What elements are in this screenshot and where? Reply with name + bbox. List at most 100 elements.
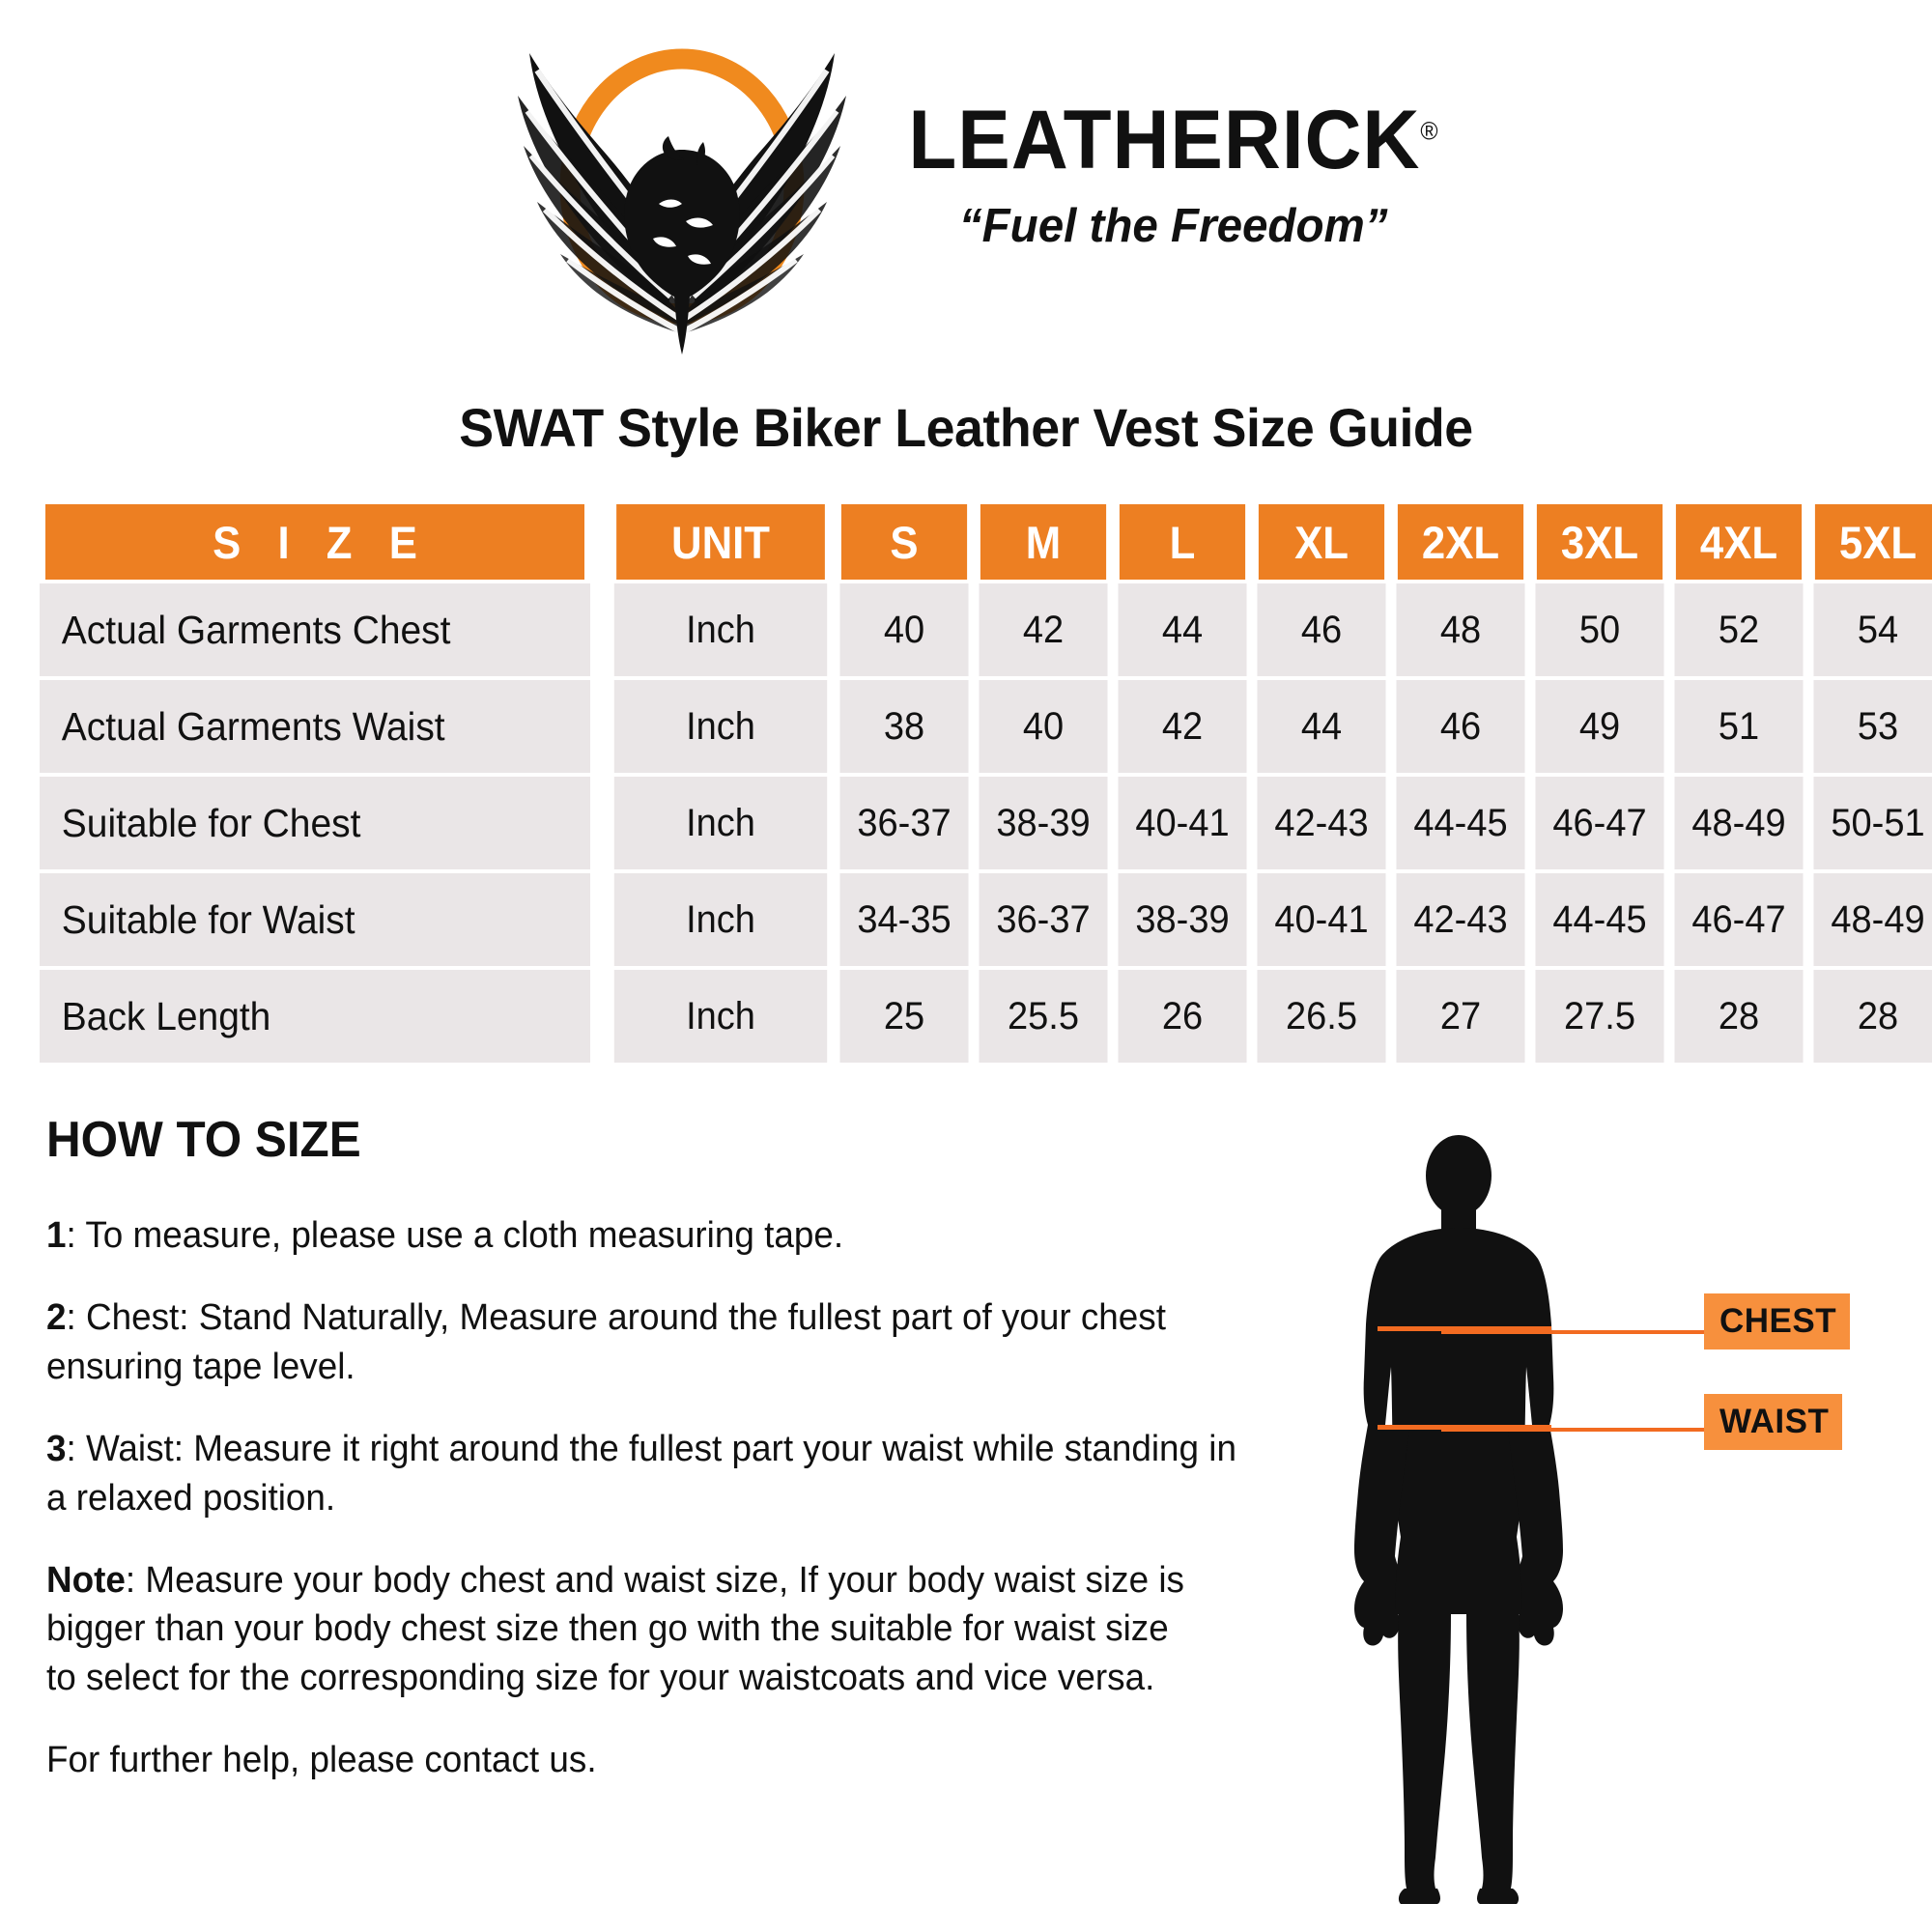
row-unit: Inch: [613, 583, 828, 676]
how-to-size-heading: HOW TO SIZE: [46, 1112, 361, 1168]
table-row: Suitable for Chest Inch 36-37 38-39 40-4…: [25, 777, 1932, 869]
chest-label-tag: CHEST: [1704, 1293, 1851, 1350]
cell-3xl: 49: [1535, 680, 1664, 773]
cell-5xl: 53: [1813, 680, 1932, 773]
how-to-size-section: HOW TO SIZE 1: To measure, please use a …: [46, 1111, 1293, 1818]
cell-2xl: 46: [1396, 680, 1525, 773]
row-unit: Inch: [613, 873, 828, 966]
page-title: SWAT Style Biker Leather Vest Size Guide: [459, 397, 1473, 458]
cell-2xl: 44-45: [1396, 777, 1525, 869]
chest-measure-line: [1378, 1326, 1551, 1331]
cell-xl: 42-43: [1257, 777, 1386, 869]
column-header-size: S I Z E: [45, 504, 584, 580]
column-header-xl: XL: [1258, 504, 1385, 580]
column-header-s: S: [840, 504, 968, 580]
cell-5xl: 28: [1813, 970, 1932, 1063]
step-1-lead: 1: [46, 1215, 67, 1256]
cell-3xl: 44-45: [1535, 873, 1664, 966]
step-3-text: : Waist: Measure it right around the ful…: [46, 1428, 1236, 1519]
cell-xl: 40-41: [1257, 873, 1386, 966]
table-row: Suitable for Waist Inch 34-35 36-37 38-3…: [25, 873, 1932, 966]
brand-text-block: LEATHERICK® “Fuel the Freedom”: [895, 99, 1452, 278]
cell-m: 40: [979, 680, 1108, 773]
step-1-text: : To measure, please use a cloth measuri…: [66, 1215, 844, 1256]
cell-m: 42: [979, 583, 1108, 676]
cell-2xl: 27: [1396, 970, 1525, 1063]
cell-l: 42: [1118, 680, 1247, 773]
brand-logo: [479, 14, 885, 362]
cell-4xl: 28: [1674, 970, 1804, 1063]
cell-xl: 46: [1257, 583, 1386, 676]
row-unit: Inch: [613, 777, 828, 869]
column-header-m: M: [980, 504, 1107, 580]
column-header-5xl: 5XL: [1814, 504, 1932, 580]
cell-m: 25.5: [979, 970, 1108, 1063]
note-lead: Note: [46, 1559, 126, 1601]
winged-dragon-emblem-icon: [518, 48, 847, 355]
cell-s: 40: [839, 583, 969, 676]
brand-tagline: “Fuel the Freedom”: [959, 200, 1388, 252]
cell-4xl: 48-49: [1674, 777, 1804, 869]
size-table-header: S I Z E UNIT S M L XL 2XL 3XL 4XL 5XL: [25, 504, 1932, 580]
table-row: Actual Garments Chest Inch 40 42 44 46 4…: [25, 583, 1932, 676]
cell-2xl: 48: [1396, 583, 1525, 676]
cell-3xl: 27.5: [1535, 970, 1664, 1063]
how-to-size-step-2: 2: Chest: Stand Naturally, Measure aroun…: [46, 1293, 1246, 1392]
cell-s: 38: [839, 680, 969, 773]
row-unit: Inch: [613, 970, 828, 1063]
contact-us-line: For further help, please contact us.: [46, 1740, 597, 1781]
step-2-text: : Chest: Stand Naturally, Measure around…: [46, 1296, 1166, 1387]
cell-3xl: 50: [1535, 583, 1664, 676]
cell-l: 40-41: [1118, 777, 1247, 869]
waist-leader-line: [1441, 1428, 1710, 1432]
cell-5xl: 50-51: [1813, 777, 1932, 869]
cell-4xl: 51: [1674, 680, 1804, 773]
registered-trademark-icon: ®: [1420, 116, 1439, 146]
cell-l: 44: [1118, 583, 1247, 676]
column-header-3xl: 3XL: [1536, 504, 1663, 580]
human-body-silhouette-icon: [1354, 1135, 1563, 1904]
row-unit: Inch: [613, 680, 828, 773]
column-header-2xl: 2XL: [1397, 504, 1524, 580]
column-header-unit: UNIT: [616, 504, 825, 580]
step-3-lead: 3: [46, 1428, 67, 1469]
cell-s: 34-35: [839, 873, 969, 966]
note-text: : Measure your body chest and waist size…: [46, 1559, 1184, 1699]
cell-l: 26: [1118, 970, 1247, 1063]
column-header-4xl: 4XL: [1675, 504, 1803, 580]
cell-3xl: 46-47: [1535, 777, 1664, 869]
measurement-figure: CHEST WAIST: [1275, 1135, 1913, 1908]
cell-m: 38-39: [979, 777, 1108, 869]
brand-name: LEATHERICK®: [909, 99, 1438, 182]
table-row: Actual Garments Waist Inch 38 40 42 44 4…: [25, 680, 1932, 773]
table-row: Back Length Inch 25 25.5 26 26.5 27 27.5…: [25, 970, 1932, 1063]
chest-leader-line: [1441, 1330, 1710, 1334]
table-header-row: S I Z E UNIT S M L XL 2XL 3XL 4XL 5XL: [25, 504, 1932, 580]
step-2-lead: 2: [46, 1296, 67, 1338]
cell-2xl: 42-43: [1396, 873, 1525, 966]
column-header-l: L: [1119, 504, 1246, 580]
brand-name-text: LEATHERICK: [908, 94, 1421, 186]
how-to-size-note: Note: Measure your body chest and waist …: [46, 1556, 1185, 1704]
cell-s: 36-37: [839, 777, 969, 869]
row-label: Actual Garments Chest: [40, 583, 590, 676]
cell-4xl: 52: [1674, 583, 1804, 676]
how-to-size-step-3: 3: Waist: Measure it right around the fu…: [46, 1425, 1246, 1523]
size-table: S I Z E UNIT S M L XL 2XL 3XL 4XL 5XL Ac…: [21, 500, 1932, 1066]
cell-l: 38-39: [1118, 873, 1247, 966]
row-label: Actual Garments Waist: [40, 680, 590, 773]
cell-xl: 44: [1257, 680, 1386, 773]
brand-header: LEATHERICK® “Fuel the Freedom”: [0, 10, 1932, 367]
cell-4xl: 46-47: [1674, 873, 1804, 966]
waist-measure-line: [1378, 1425, 1551, 1430]
row-label: Suitable for Chest: [40, 777, 590, 869]
cell-s: 25: [839, 970, 969, 1063]
row-label: Back Length: [40, 970, 590, 1063]
size-table-body: Actual Garments Chest Inch 40 42 44 46 4…: [25, 583, 1932, 1063]
waist-label-tag: WAIST: [1704, 1394, 1843, 1450]
cell-5xl: 54: [1813, 583, 1932, 676]
cell-xl: 26.5: [1257, 970, 1386, 1063]
cell-5xl: 48-49: [1813, 873, 1932, 966]
how-to-size-step-1: 1: To measure, please use a cloth measur…: [46, 1211, 1246, 1261]
